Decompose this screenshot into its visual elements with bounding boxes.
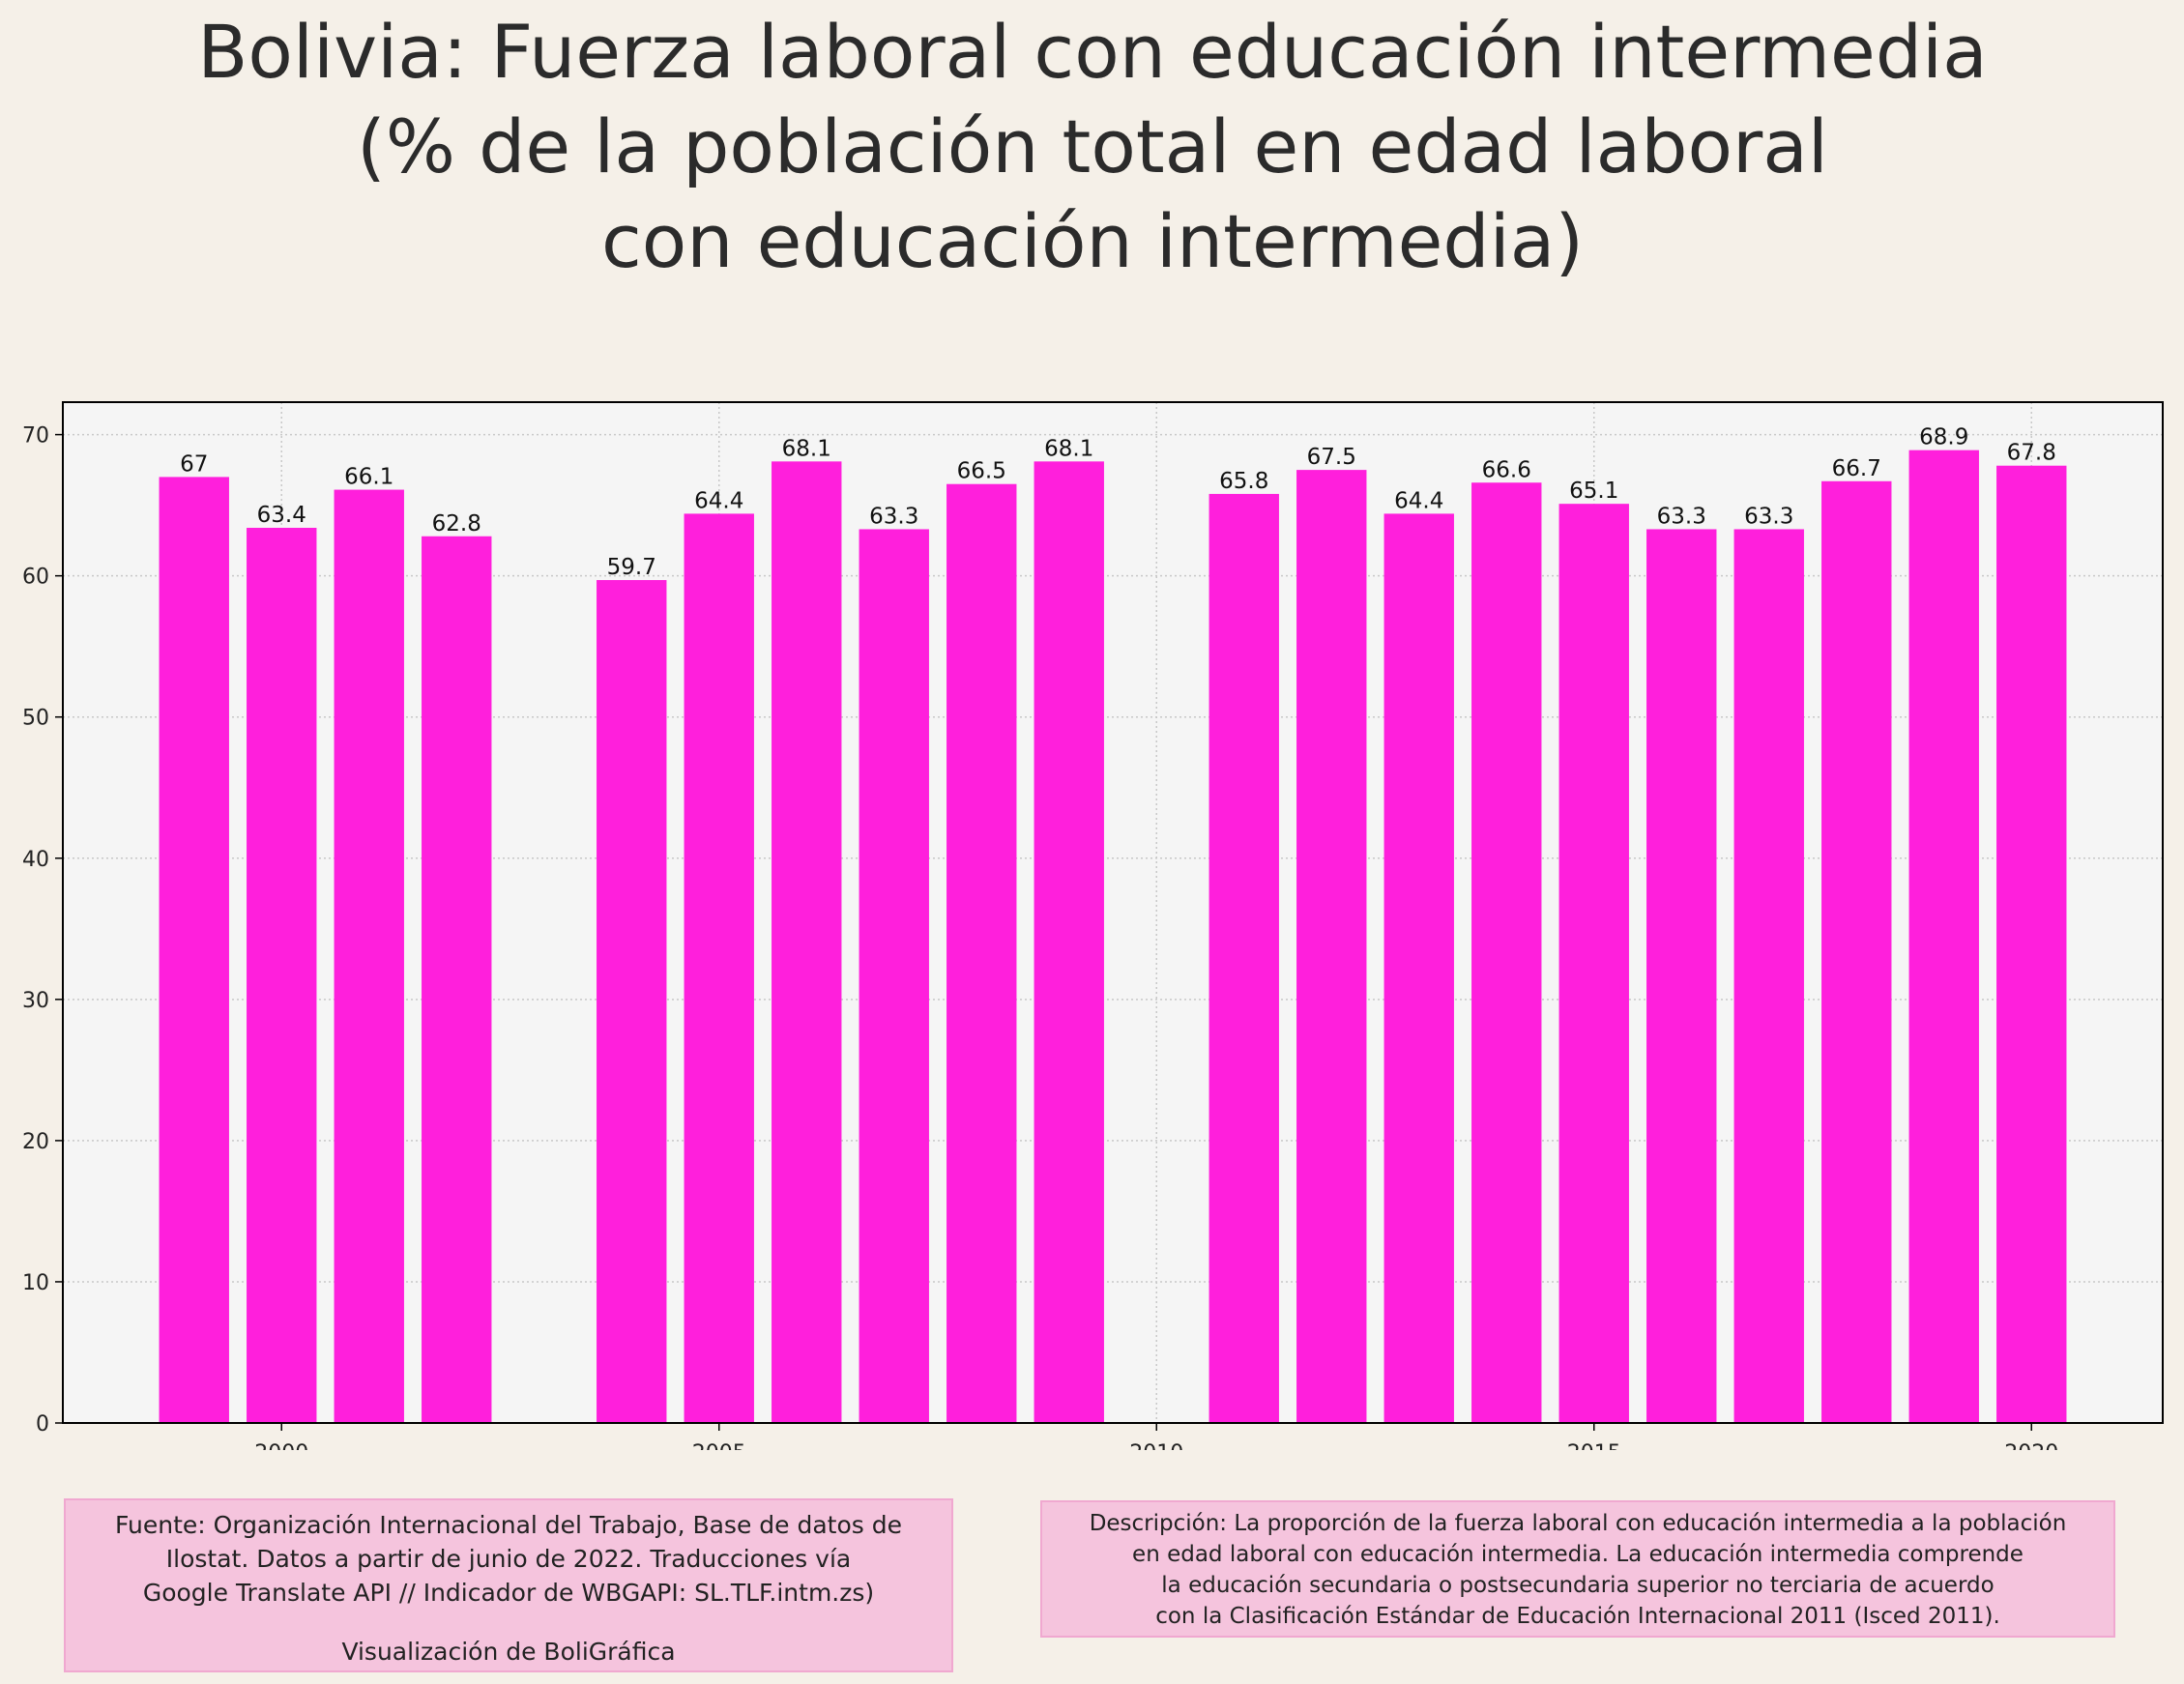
source-line: Google Translate API // Indicador de WBG… (142, 1579, 875, 1607)
data-label: 68.1 (1044, 436, 1093, 461)
data-label: 62.8 (432, 511, 481, 537)
bar (1821, 480, 1892, 1423)
bar (1034, 461, 1104, 1424)
data-label: 66.5 (957, 459, 1006, 484)
chart: Bolivia: Fuerza laboral con educación in… (22, 9, 2164, 1450)
bar (422, 536, 492, 1423)
x-tick-label: 2015 (1567, 1441, 1621, 1450)
bar (684, 513, 754, 1423)
chart-title: con educación intermedia) (601, 198, 1584, 284)
bar (334, 489, 404, 1423)
bar (1558, 504, 1629, 1423)
bar (1296, 470, 1367, 1423)
description-line: en edad laboral con educación intermedia… (1132, 1542, 2024, 1567)
bar (597, 580, 667, 1423)
data-label: 65.1 (1569, 479, 1618, 504)
plot-frame (62, 401, 2164, 1424)
description-line: con la Clasificación Estándar de Educaci… (1155, 1604, 2000, 1629)
bar (859, 529, 929, 1423)
x-tick-label: 2020 (2004, 1441, 2058, 1450)
data-label: 67.5 (1307, 445, 1356, 470)
data-label: 68.9 (1919, 425, 1968, 450)
x-tick-label: 2005 (692, 1441, 746, 1450)
y-tick-label: 50 (22, 707, 49, 731)
chart-title: Bolivia: Fuerza laboral con educación in… (197, 9, 1988, 95)
description-line: la educación secundaria o postsecundaria… (1161, 1573, 1995, 1598)
data-label: 65.8 (1219, 469, 1268, 494)
data-label: 59.7 (607, 555, 656, 580)
y-tick-label: 40 (22, 848, 49, 872)
bar (772, 461, 842, 1424)
y-tick-label: 0 (36, 1412, 49, 1437)
data-label: 66.7 (1832, 456, 1881, 481)
y-tick-label: 20 (22, 1130, 49, 1154)
y-tick-label: 10 (22, 1271, 49, 1295)
x-tick-label: 2000 (254, 1441, 308, 1450)
data-label: 63.3 (1744, 504, 1793, 529)
description-box: Descripción: La proporción de la fuerza … (1040, 1500, 2115, 1638)
y-tick-label: 60 (22, 566, 49, 590)
data-label: 63.3 (1657, 504, 1706, 529)
plot-area (63, 402, 2163, 1423)
bar (159, 477, 229, 1424)
data-label: 63.3 (869, 504, 918, 529)
bar (1646, 529, 1717, 1423)
data-label: 67.8 (2007, 441, 2056, 466)
bar (247, 527, 317, 1423)
y-tick-label: 30 (22, 989, 49, 1013)
data-label: 67 (180, 451, 208, 477)
bar (1908, 450, 1979, 1423)
source-line: Fuente: Organización Internacional del T… (115, 1511, 902, 1539)
data-label: 64.4 (1394, 488, 1443, 513)
data-label: 68.1 (782, 436, 831, 461)
bar (946, 483, 1017, 1423)
y-tick-label: 70 (22, 424, 49, 449)
source-box: Fuente: Organización Internacional del T… (64, 1498, 953, 1672)
data-label: 64.4 (694, 488, 743, 513)
bar (1208, 493, 1279, 1423)
data-label: 66.6 (1482, 457, 1531, 482)
bar (1733, 529, 1804, 1423)
data-label: 63.4 (257, 503, 306, 528)
bar (1383, 513, 1454, 1423)
bar (1996, 465, 2067, 1423)
data-label: 66.1 (344, 465, 393, 490)
description-line: Descripción: La proporción de la fuerza … (1089, 1511, 2067, 1536)
chart-title: (% de la población total en edad laboral (357, 103, 1828, 189)
credit: Visualización de BoliGráfica (341, 1638, 676, 1666)
x-tick-label: 2010 (1129, 1441, 1183, 1450)
source-line: Ilostat. Datos a partir de junio de 2022… (165, 1545, 852, 1573)
bar (1471, 482, 1542, 1423)
